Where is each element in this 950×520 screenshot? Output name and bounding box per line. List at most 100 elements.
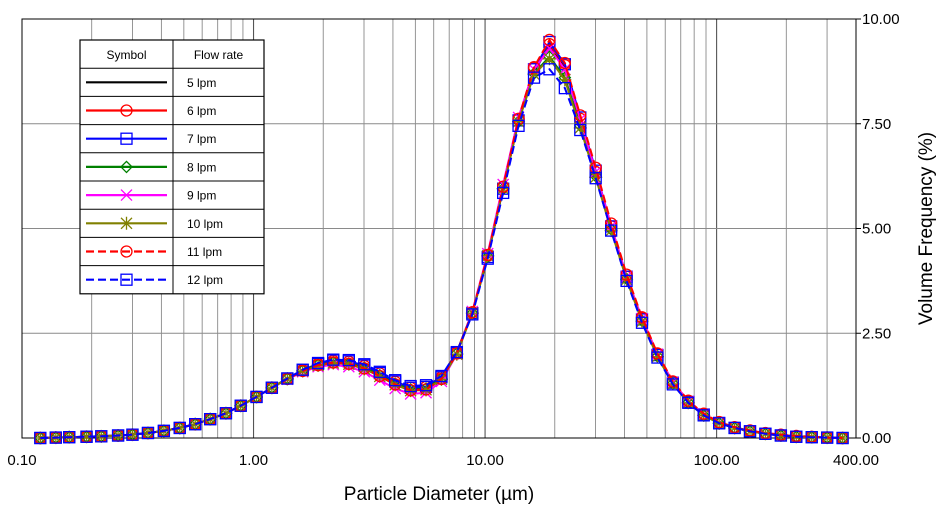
series-point <box>450 345 463 359</box>
series-point <box>373 369 387 383</box>
series-point <box>80 430 94 444</box>
series-point <box>141 426 155 440</box>
series-point <box>620 268 633 281</box>
series-point <box>120 189 133 202</box>
series-point <box>63 431 76 444</box>
series-point <box>296 363 309 376</box>
x-tick-label: 10.00 <box>466 452 504 469</box>
x-tick-label: 0.10 <box>7 452 36 469</box>
y-tick-label: 7.50 <box>862 116 891 133</box>
series-point <box>219 406 233 420</box>
series-point <box>790 430 803 443</box>
series-point <box>512 115 526 129</box>
series-point <box>620 274 633 288</box>
series-point <box>543 63 556 76</box>
series-point <box>419 383 433 397</box>
series-point <box>404 379 417 393</box>
series-point <box>111 429 125 442</box>
series-point <box>204 412 217 426</box>
series-point <box>126 428 139 441</box>
series-point <box>543 33 556 47</box>
series-point <box>435 369 448 383</box>
series-point <box>805 431 818 444</box>
legend-header-flow-rate: Flow rate <box>194 48 244 62</box>
series-point <box>173 421 186 435</box>
series-point <box>358 358 371 371</box>
series-12-lpm <box>34 63 849 445</box>
series-point <box>95 430 108 443</box>
series-point <box>558 81 572 95</box>
series-point <box>605 224 618 237</box>
series-point <box>141 426 155 440</box>
series-point <box>188 417 202 431</box>
series-point <box>574 123 587 137</box>
series-point <box>120 104 133 117</box>
y-axis-title: Volume Frequency (%) <box>916 132 937 325</box>
legend-label: 12 lpm <box>187 273 223 287</box>
series-point <box>558 73 572 87</box>
series-point <box>527 71 541 84</box>
series-point <box>651 351 664 364</box>
x-tick-label: 400.00 <box>833 452 879 469</box>
series-point <box>466 308 479 321</box>
series-point <box>120 160 133 174</box>
legend-label: 9 lpm <box>187 189 216 203</box>
series-point <box>743 425 757 438</box>
series-point <box>589 170 603 184</box>
series-point <box>265 381 279 394</box>
series-point <box>34 431 47 445</box>
legend: Symbol Flow rate 5 lpm 6 lpm 7 lpm 8 lpm 9 lpm… <box>79 39 265 295</box>
series-point <box>234 399 247 412</box>
series-point <box>558 56 572 70</box>
series-point <box>342 357 356 371</box>
x-tick-label: 100.00 <box>694 452 740 469</box>
series-point <box>250 390 263 404</box>
series-point <box>120 132 133 145</box>
series-point <box>49 431 62 444</box>
legend-header-symbol: Symbol <box>106 48 146 62</box>
legend-label: 10 lpm <box>187 217 223 231</box>
series-point <box>512 119 525 132</box>
series-point <box>496 186 510 200</box>
series-point <box>157 424 171 438</box>
series-point <box>650 350 664 364</box>
series-point <box>189 418 202 431</box>
series-point <box>120 273 133 286</box>
series-point <box>389 374 402 387</box>
series-point <box>496 180 510 193</box>
series-point <box>125 428 139 442</box>
series-point <box>327 353 340 366</box>
series-layer <box>33 33 850 445</box>
y-tick-label: 5.00 <box>862 221 891 238</box>
series-point <box>666 378 680 391</box>
series-point <box>120 245 133 258</box>
legend-label: 11 lpm <box>187 245 222 259</box>
series-point <box>836 431 849 445</box>
series-point <box>542 52 556 66</box>
series-point <box>527 67 541 81</box>
series-point <box>80 430 93 443</box>
y-tick-labels: 0.00 2.50 5.00 7.50 10.00 <box>856 11 900 447</box>
series-point <box>774 429 788 442</box>
x-tick-labels: 0.10 1.00 10.00 100.00 400.00 <box>7 452 879 469</box>
series-point <box>419 379 433 392</box>
series-point <box>342 353 355 367</box>
y-tick-label: 2.50 <box>862 325 891 342</box>
legend-label: 7 lpm <box>187 132 216 146</box>
x-tick-label: 1.00 <box>239 452 268 469</box>
series-point <box>697 409 710 422</box>
series-point <box>481 252 494 265</box>
series-point <box>728 421 741 435</box>
series-point <box>759 427 772 440</box>
series-point <box>635 316 649 329</box>
series-point <box>120 216 133 230</box>
series-point <box>682 396 695 409</box>
series-point <box>281 372 294 385</box>
legend-label: 6 lpm <box>187 104 216 118</box>
legend-label: 8 lpm <box>187 160 216 174</box>
series-point <box>219 407 233 420</box>
series-point <box>373 365 386 378</box>
series-point <box>311 356 325 370</box>
series-point <box>450 347 464 361</box>
